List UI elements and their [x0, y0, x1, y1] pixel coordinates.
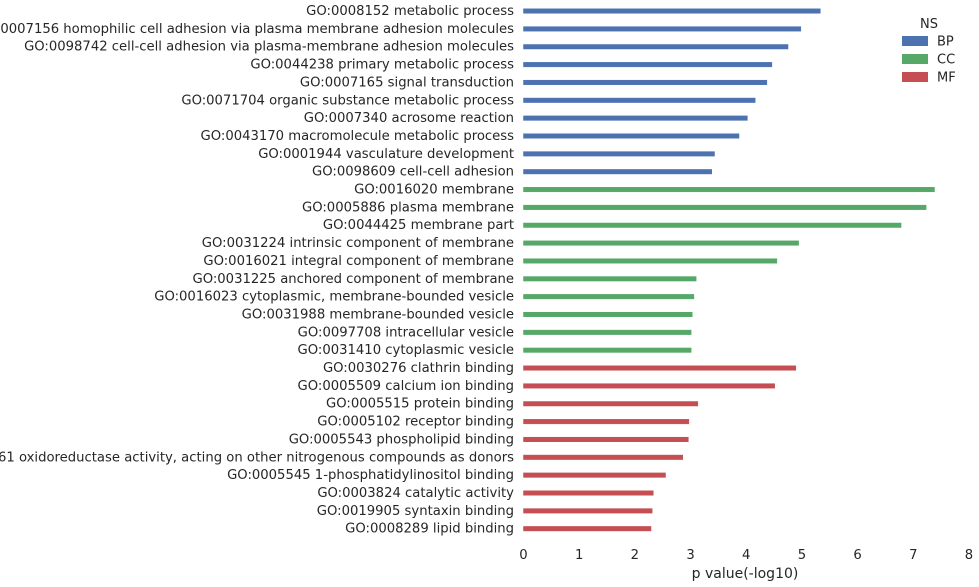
x-tick-label: 0 [519, 548, 527, 563]
category-label: GO:0005886 plasma membrane [302, 200, 514, 215]
category-label: GO:0003824 catalytic activity [317, 486, 514, 501]
bar-bp [523, 62, 773, 68]
category-label: GO:0098609 cell-cell adhesion [312, 165, 514, 180]
bar-bp [523, 115, 748, 121]
x-tick-label: 7 [909, 548, 917, 563]
bar-mf [523, 454, 684, 460]
category-label: GO:0001944 vasculature development [258, 147, 514, 162]
bar-mf [523, 401, 699, 407]
bar-mf [523, 490, 654, 496]
category-label: GO:0098742 cell-cell adhesion via plasma… [24, 40, 514, 55]
legend-swatch-bp [902, 36, 928, 46]
category-label: GO:0031410 cytoplasmic vesicle [298, 343, 514, 358]
category-label: GO:0008152 metabolic process [306, 4, 514, 19]
bar-mf [523, 472, 666, 478]
bar-bp [523, 169, 712, 175]
category-label: GO:0008289 lipid binding [345, 522, 514, 537]
legend-swatch-mf [902, 72, 928, 82]
bar-bp [523, 97, 756, 103]
category-label: GO:0071704 organic substance metabolic p… [181, 93, 514, 108]
x-tick-label: 3 [686, 548, 694, 563]
bar-mf [523, 419, 690, 425]
x-tick-label: 6 [853, 548, 861, 563]
bar-cc [523, 294, 695, 300]
category-label: GO:0016020 membrane [354, 183, 514, 198]
x-tick-label: 8 [965, 548, 973, 563]
category-label: GO:0031988 membrane-bounded vesicle [242, 307, 514, 322]
bar-bp [523, 44, 789, 50]
category-label: GO:0016023 cytoplasmic, membrane-bounded… [154, 290, 514, 305]
category-label: GO:0007156 homophilic cell adhesion via … [0, 22, 514, 37]
bar-mf [523, 436, 689, 442]
category-label: GO:0031225 anchored component of membran… [192, 272, 514, 287]
bar-cc [523, 347, 692, 353]
bar-mf [523, 383, 775, 389]
x-tick-label: 4 [742, 548, 750, 563]
legend-label-cc: CC [937, 53, 955, 68]
legend-title: NS [920, 17, 938, 32]
category-label: GO:0016021 integral component of membran… [203, 254, 514, 269]
category-label: GO:0005543 phospholipid binding [289, 432, 514, 447]
category-label: GO:0005509 calcium ion binding [298, 379, 514, 394]
x-axis-ticks: 0 1 2 3 4 5 6 7 8 [519, 548, 973, 563]
category-label: GO:0007165 signal transduction [300, 75, 514, 90]
x-axis-label: p value(-log10) [692, 566, 799, 582]
category-label: GO:0044425 membrane part [323, 218, 514, 233]
category-label: GO:0030276 clathrin binding [323, 361, 514, 376]
bar-cc [523, 258, 778, 264]
x-tick-label: 5 [798, 548, 806, 563]
category-label: GO:0005515 protein binding [326, 397, 514, 412]
category-label: GO:0031224 intrinsic component of membra… [202, 236, 514, 251]
bars-group [523, 8, 935, 532]
category-label: GO:0043170 macromolecule metabolic proce… [201, 129, 515, 144]
category-label: GO:0044238 primary metabolic process [250, 58, 514, 73]
bar-cc [523, 240, 799, 246]
bar-mf [523, 526, 652, 532]
bar-cc [523, 187, 935, 193]
category-label: GO:0007340 acrosome reaction [304, 111, 514, 126]
category-label: GO:0016661 oxidoreductase activity, acti… [0, 450, 514, 465]
category-label: GO:0005102 receptor binding [317, 415, 514, 430]
bar-cc [523, 204, 927, 210]
bar-bp [523, 26, 802, 32]
category-labels: GO:0008152 metabolic process GO:0007156 h… [0, 4, 514, 537]
x-tick-label: 1 [575, 548, 583, 563]
bar-cc [523, 222, 902, 228]
bar-bp [523, 133, 740, 139]
category-label: GO:0097708 intracellular vesicle [298, 325, 514, 340]
legend-swatch-cc [902, 54, 928, 64]
bar-mf [523, 365, 797, 371]
bar-bp [523, 79, 768, 85]
legend-label-bp: BP [937, 35, 954, 50]
bar-cc [523, 312, 693, 317]
category-label: GO:0005545 1-phosphatidylinositol bindin… [227, 468, 514, 483]
x-tick-label: 2 [631, 548, 639, 563]
bar-bp [523, 151, 715, 157]
bar-bp [523, 8, 821, 14]
legend: NS BP CC MF [902, 17, 956, 86]
bar-mf [523, 508, 653, 514]
bar-cc [523, 276, 697, 282]
legend-label-mf: MF [937, 71, 956, 86]
category-label: GO:0019905 syntaxin binding [317, 504, 514, 519]
bar-cc [523, 329, 692, 335]
